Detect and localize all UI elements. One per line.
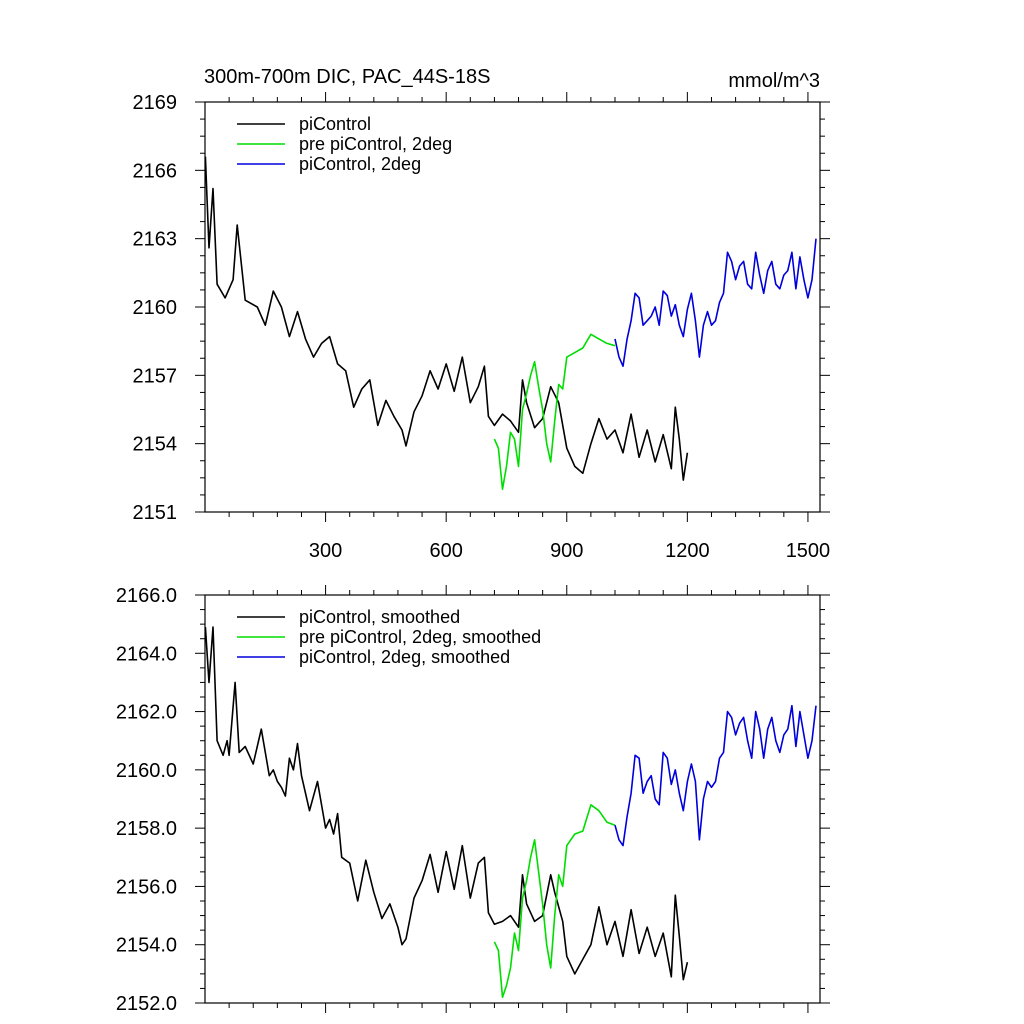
y-tick-label: 2154 [133, 434, 178, 456]
y-tick-label: 2163 [133, 229, 178, 251]
series-line-2 [614, 704, 817, 847]
chart-title: 300m-700m DIC, PAC_44S-18S [204, 66, 490, 88]
legend-entry: piControl, 2deg, smoothed [299, 647, 510, 667]
y-tick-label: 2154.0 [116, 935, 177, 957]
plot-frame [204, 101, 821, 513]
y-tick-label: 2152.0 [116, 993, 177, 1015]
y-tick-label: 2166.0 [116, 585, 177, 607]
legend-entry: pre piControl, 2deg, smoothed [299, 627, 541, 647]
y-tick-label: 2169 [133, 92, 178, 114]
y-tick-label: 2164.0 [116, 643, 177, 665]
x-tick-label: 1200 [665, 540, 710, 562]
series-line-1 [493, 803, 616, 999]
y-tick-label: 2157 [133, 365, 178, 387]
y-tick-label: 2156.0 [116, 876, 177, 898]
series-line-0 [204, 626, 689, 981]
y-tick-label: 2151 [133, 502, 178, 524]
x-tick-label: 900 [550, 540, 583, 562]
series-line-0 [204, 156, 689, 481]
bottom-panel: 2152.0 2154.0 2156.0 2158.0 2160.0 2162.0 2164… [116, 585, 830, 1015]
y-tick-label: 2166 [133, 160, 178, 182]
y-tick-label: 2162.0 [116, 702, 177, 724]
legend-entry: piControl, smoothed [299, 607, 460, 627]
legend-entry: piControl [299, 114, 371, 134]
series-line-2 [614, 238, 817, 368]
x-tick-label: 600 [429, 540, 462, 562]
plot-frame [204, 594, 821, 1004]
y-tick-label: 2160.0 [116, 760, 177, 782]
legend-entry: piControl, 2deg [299, 154, 421, 174]
top-panel: 300m-700m DIC, PAC_44S-18S mmol/m^3 2151… [133, 66, 831, 562]
units-label: mmol/m^3 [728, 70, 820, 92]
x-tick-label: 1500 [786, 540, 831, 562]
x-tick-label: 300 [309, 540, 342, 562]
y-tick-label: 2158.0 [116, 818, 177, 840]
legend-entry: pre piControl, 2deg [299, 134, 452, 154]
y-tick-label: 2160 [133, 297, 178, 319]
series-line-1 [493, 333, 616, 491]
